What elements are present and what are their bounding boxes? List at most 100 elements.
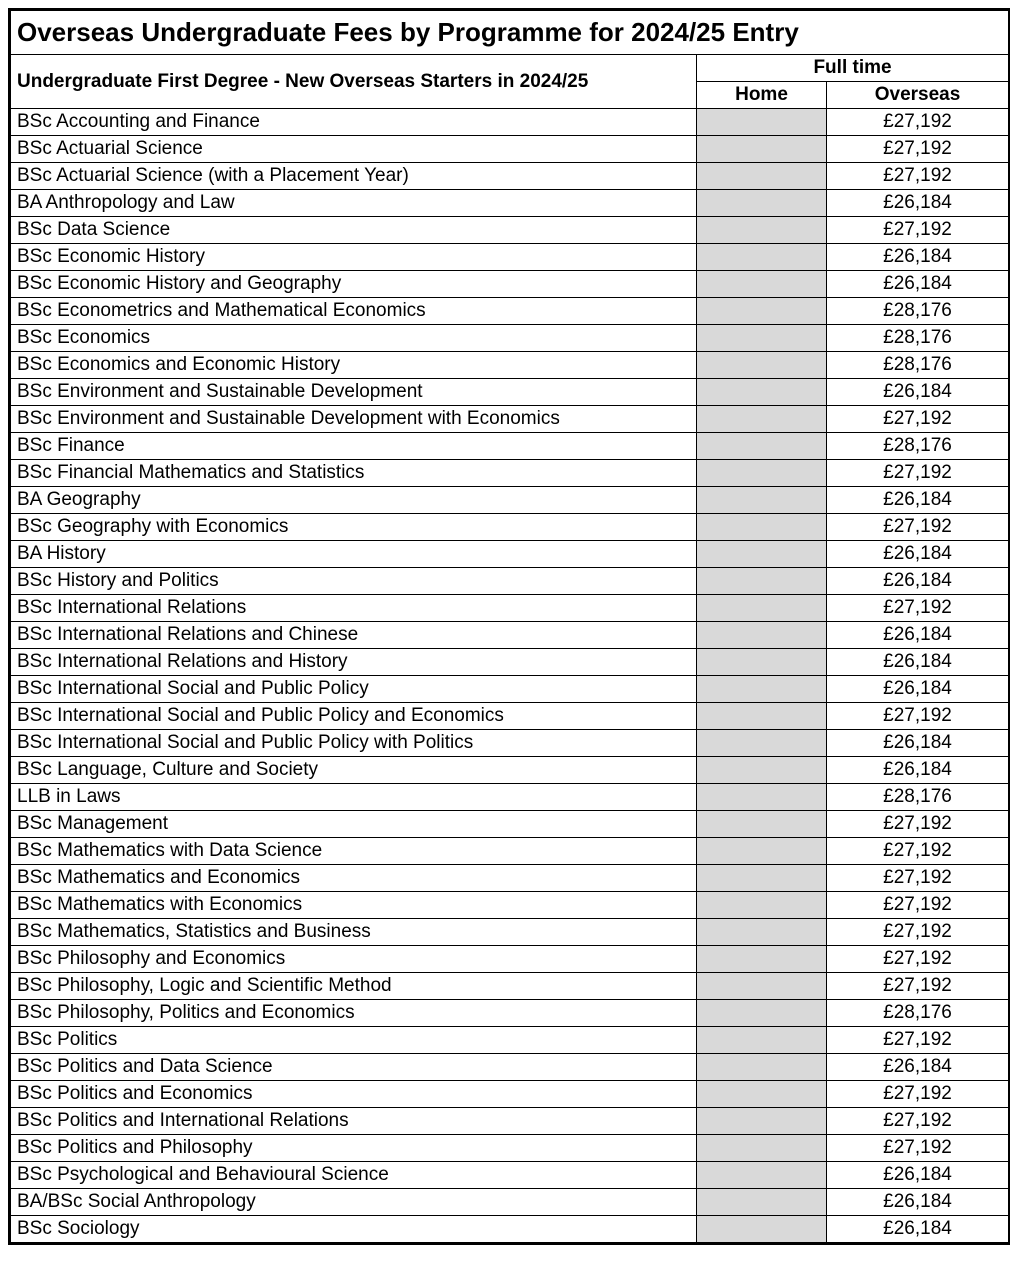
fees-table-container: Overseas Undergraduate Fees by Programme… <box>8 8 1010 1245</box>
table-row: BA History£26,184 <box>11 541 1009 568</box>
overseas-fee-cell: £27,192 <box>827 136 1009 163</box>
home-fee-cell <box>697 1162 827 1189</box>
overseas-fee-cell: £26,184 <box>827 730 1009 757</box>
overseas-fee-cell: £26,184 <box>827 649 1009 676</box>
overseas-fee-cell: £27,192 <box>827 892 1009 919</box>
home-fee-cell <box>697 541 827 568</box>
home-fee-cell <box>697 352 827 379</box>
overseas-fee-cell: £26,184 <box>827 568 1009 595</box>
table-row: BSc Economic History and Geography£26,18… <box>11 271 1009 298</box>
overseas-fee-cell: £27,192 <box>827 595 1009 622</box>
overseas-fee-cell: £28,176 <box>827 784 1009 811</box>
overseas-fee-cell: £26,184 <box>827 622 1009 649</box>
programme-cell: BSc Politics and Philosophy <box>11 1135 697 1162</box>
table-row: BSc History and Politics £26,184 <box>11 568 1009 595</box>
home-fee-cell <box>697 703 827 730</box>
overseas-fee-cell: £27,192 <box>827 973 1009 1000</box>
overseas-fee-cell: £28,176 <box>827 325 1009 352</box>
programme-cell: BA/BSc Social Anthropology <box>11 1189 697 1216</box>
overseas-fee-cell: £27,192 <box>827 865 1009 892</box>
programme-cell: BSc Finance <box>11 433 697 460</box>
programme-cell: BSc Psychological and Behavioural Scienc… <box>11 1162 697 1189</box>
table-row: BSc Econometrics and Mathematical Econom… <box>11 298 1009 325</box>
programme-cell: BSc Data Science <box>11 217 697 244</box>
home-fee-cell <box>697 730 827 757</box>
programme-cell: BSc Mathematics with Economics <box>11 892 697 919</box>
table-row: BSc Sociology£26,184 <box>11 1216 1009 1243</box>
table-row: BSc Politics and International Relations… <box>11 1108 1009 1135</box>
programme-cell: BSc Financial Mathematics and Statistics <box>11 460 697 487</box>
overseas-fee-cell: £27,192 <box>827 946 1009 973</box>
programme-cell: BSc International Relations and Chinese <box>11 622 697 649</box>
overseas-fee-cell: £27,192 <box>827 406 1009 433</box>
table-row: BSc Geography with Economics£27,192 <box>11 514 1009 541</box>
programme-cell: BSc Environment and Sustainable Developm… <box>11 379 697 406</box>
overseas-fee-cell: £26,184 <box>827 190 1009 217</box>
programme-cell: BSc Actuarial Science (with a Placement … <box>11 163 697 190</box>
home-fee-cell <box>697 190 827 217</box>
home-fee-cell <box>697 892 827 919</box>
table-row: BSc Data Science £27,192 <box>11 217 1009 244</box>
programme-cell: BSc International Relations <box>11 595 697 622</box>
table-row: BSc Economics and Economic History£28,17… <box>11 352 1009 379</box>
table-row: BSc Economics£28,176 <box>11 325 1009 352</box>
table-row: BSc Mathematics with Data Science £27,192 <box>11 838 1009 865</box>
table-row: BSc Finance£28,176 <box>11 433 1009 460</box>
programme-cell: BSc Philosophy and Economics <box>11 946 697 973</box>
home-fee-cell <box>697 1027 827 1054</box>
overseas-fee-cell: £28,176 <box>827 298 1009 325</box>
table-row: BSc International Relations and History£… <box>11 649 1009 676</box>
home-fee-cell <box>697 946 827 973</box>
table-row: BSc Psychological and Behavioural Scienc… <box>11 1162 1009 1189</box>
column-header-overseas: Overseas <box>827 82 1009 109</box>
table-row: BSc International Relations £27,192 <box>11 595 1009 622</box>
table-row: BSc Language, Culture and Society£26,184 <box>11 757 1009 784</box>
overseas-fee-cell: £27,192 <box>827 1135 1009 1162</box>
programme-cell: BSc International Social and Public Poli… <box>11 676 697 703</box>
overseas-fee-cell: £26,184 <box>827 487 1009 514</box>
home-fee-cell <box>697 568 827 595</box>
table-row: BSc International Social and Public Poli… <box>11 676 1009 703</box>
overseas-fee-cell: £27,192 <box>827 1081 1009 1108</box>
programme-cell: BSc Geography with Economics <box>11 514 697 541</box>
overseas-fee-cell: £27,192 <box>827 919 1009 946</box>
home-fee-cell <box>697 379 827 406</box>
home-fee-cell <box>697 514 827 541</box>
home-fee-cell <box>697 649 827 676</box>
overseas-fee-cell: £27,192 <box>827 838 1009 865</box>
overseas-fee-cell: £28,176 <box>827 1000 1009 1027</box>
programme-cell: BSc Mathematics with Data Science <box>11 838 697 865</box>
overseas-fee-cell: £27,192 <box>827 163 1009 190</box>
programme-cell: BSc Mathematics, Statistics and Business <box>11 919 697 946</box>
home-fee-cell <box>697 1108 827 1135</box>
home-fee-cell <box>697 217 827 244</box>
home-fee-cell <box>697 865 827 892</box>
home-fee-cell <box>697 163 827 190</box>
table-row: BSc Philosophy, Logic and Scientific Met… <box>11 973 1009 1000</box>
home-fee-cell <box>697 838 827 865</box>
home-fee-cell <box>697 109 827 136</box>
overseas-fee-cell: £26,184 <box>827 1054 1009 1081</box>
programme-cell: BSc Economics and Economic History <box>11 352 697 379</box>
table-row: BSc Politics and Data Science£26,184 <box>11 1054 1009 1081</box>
home-fee-cell <box>697 298 827 325</box>
programme-cell: BSc History and Politics <box>11 568 697 595</box>
table-row: BSc Accounting and Finance£27,192 <box>11 109 1009 136</box>
home-fee-cell <box>697 487 827 514</box>
table-row: BSc Philosophy, Politics and Economics£2… <box>11 1000 1009 1027</box>
overseas-fee-cell: £27,192 <box>827 1027 1009 1054</box>
home-fee-cell <box>697 919 827 946</box>
home-fee-cell <box>697 1054 827 1081</box>
home-fee-cell <box>697 433 827 460</box>
programme-cell: BA Anthropology and Law <box>11 190 697 217</box>
programme-cell: LLB in Laws <box>11 784 697 811</box>
fees-table: Overseas Undergraduate Fees by Programme… <box>10 10 1009 1243</box>
table-subheading: Undergraduate First Degree - New Oversea… <box>11 55 697 109</box>
overseas-fee-cell: £26,184 <box>827 1162 1009 1189</box>
programme-cell: BSc Politics and International Relations <box>11 1108 697 1135</box>
overseas-fee-cell: £27,192 <box>827 217 1009 244</box>
programme-cell: BSc Actuarial Science <box>11 136 697 163</box>
programme-cell: BSc Mathematics and Economics <box>11 865 697 892</box>
overseas-fee-cell: £26,184 <box>827 1189 1009 1216</box>
programme-cell: BSc International Social and Public Poli… <box>11 730 697 757</box>
